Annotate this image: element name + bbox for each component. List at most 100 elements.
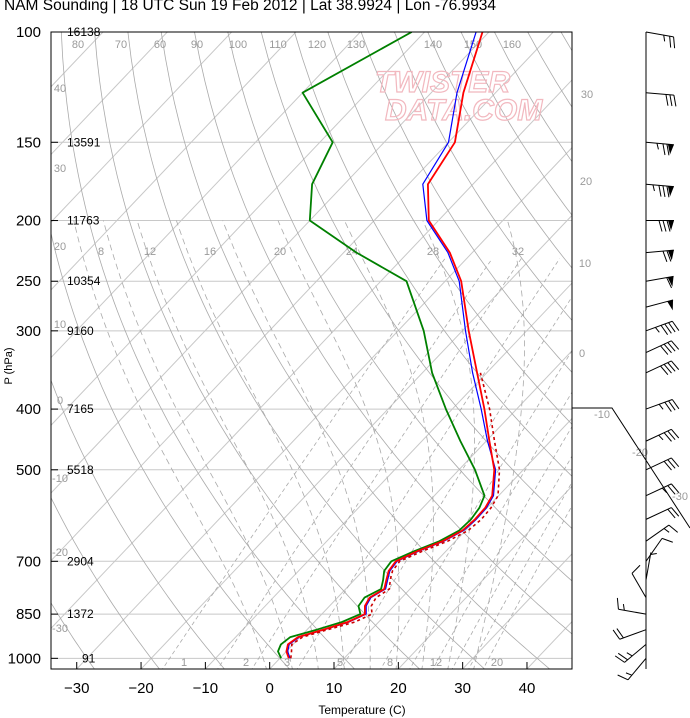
- barb-half-flag: [656, 143, 659, 150]
- barb-flag: [673, 36, 676, 49]
- mixing-ratio-line: [162, 258, 446, 669]
- moist-adiabat: [222, 220, 371, 669]
- isotherm-line: [51, 32, 297, 291]
- wind-barb: [631, 564, 647, 598]
- height-label: 1372: [67, 607, 94, 621]
- barb-flag: [673, 95, 677, 107]
- mixing-ratio-label: 32: [512, 246, 524, 258]
- barb-staff: [645, 457, 672, 471]
- barb-flag: [664, 401, 672, 412]
- barb-flag: [671, 320, 680, 331]
- x-tick-label: −30: [64, 680, 89, 697]
- mixing-ratio-label: 20: [274, 246, 286, 258]
- mixing-ratio-label: 5: [337, 657, 343, 669]
- moist-adiabat: [277, 220, 400, 669]
- moist-adiabat: [136, 220, 319, 669]
- pressure-label: 300: [16, 323, 41, 340]
- dry-adiabat: [51, 379, 225, 669]
- mixing-ratio-label: 12: [430, 657, 442, 669]
- watermark-text-line-1: TWISTER: [375, 66, 510, 99]
- wind-barb: [645, 249, 674, 262]
- mixing-ratio-label: 28: [427, 246, 439, 258]
- barb-staff: [645, 538, 663, 562]
- pressure-label: 400: [16, 401, 41, 418]
- barb-half-flag: [658, 434, 664, 441]
- barb-flag: [616, 628, 624, 639]
- barb-flag: [662, 250, 668, 262]
- barb-flag: [664, 323, 672, 334]
- barb-flag: [670, 507, 680, 517]
- barb-staff: [645, 507, 672, 520]
- barb-half-flag: [663, 35, 666, 42]
- dry-adiabat: [260, 32, 572, 530]
- mixing-ratio-label: 8: [98, 246, 104, 258]
- isotherm-line: [51, 32, 490, 494]
- isotherm-label: 100: [229, 39, 247, 51]
- barb-staff: [631, 573, 647, 598]
- barb-flag: [631, 564, 641, 574]
- moist-adiabat: [103, 220, 293, 669]
- moist-adiabat: [176, 220, 345, 669]
- barb-flag: [670, 457, 680, 467]
- adiabat-label: 0: [579, 348, 585, 360]
- temperature-profile: [285, 32, 496, 659]
- barb-flag: [658, 220, 663, 232]
- mixing-ratio-line: [251, 258, 522, 669]
- isotherm-line: [461, 553, 572, 669]
- barb-staff: [645, 552, 652, 581]
- barb-staff: [619, 629, 647, 640]
- barb-flag: [667, 485, 676, 495]
- adiabat-label: 10: [579, 258, 591, 270]
- moist-adiabat: [473, 220, 525, 669]
- barb-flag: [663, 343, 672, 354]
- dry-adiabat: [94, 32, 421, 669]
- barb-staff: [645, 320, 673, 332]
- wind-barb: [646, 220, 674, 232]
- dry-adiabat: [51, 496, 160, 669]
- moist-adiabat: [73, 220, 267, 669]
- adiabat-label: -20: [52, 547, 68, 559]
- barb-flag: [666, 144, 670, 156]
- sounding-profiles: [277, 32, 501, 659]
- barb-staff: [618, 608, 647, 615]
- isotherm-line: [204, 282, 572, 669]
- dry-adiabat: [60, 32, 356, 669]
- mixing-ratio-line: [296, 258, 561, 669]
- barb-flag: [667, 508, 676, 519]
- pressure-label: 150: [16, 134, 41, 151]
- watermark-logo: TWISTER DATA.COM: [374, 65, 543, 127]
- wind-barb: [645, 507, 680, 520]
- dry-adiabat: [394, 32, 572, 321]
- height-label: 2904: [67, 554, 94, 568]
- barb-flag: [666, 250, 672, 262]
- isotherm-label: 110: [269, 39, 287, 51]
- wind-barb: [645, 320, 680, 335]
- isotherm-line: [51, 32, 233, 223]
- adiabat-label: -20: [632, 447, 648, 459]
- barb-staff: [645, 31, 674, 38]
- barb-flag: [667, 430, 676, 441]
- isotherm-line: [51, 32, 104, 88]
- barb-flag: [614, 655, 625, 663]
- barb-half-flag: [663, 528, 670, 533]
- mixing-ratio-line: [340, 296, 572, 669]
- barb-flag: [616, 597, 619, 610]
- barb-staff: [645, 524, 670, 542]
- wind-barb: [645, 399, 680, 412]
- wind-barbs: [612, 31, 680, 681]
- adiabat-label: -10: [594, 409, 610, 421]
- wind-barb: [645, 31, 676, 49]
- isotherm-line: [76, 146, 572, 669]
- wind-barb: [645, 141, 674, 156]
- mixing-ratio-label: 1: [181, 657, 187, 669]
- barb-staff: [645, 92, 674, 96]
- barb-flag: [612, 629, 621, 640]
- barb-staff: [645, 483, 672, 497]
- wind-barb: [645, 340, 680, 355]
- isotherm-label: 80: [72, 39, 84, 51]
- isotherm-line: [51, 32, 426, 426]
- mixing-ratio-line: [468, 481, 572, 669]
- dry-adiabat: [127, 32, 486, 669]
- barb-flag: [670, 483, 680, 493]
